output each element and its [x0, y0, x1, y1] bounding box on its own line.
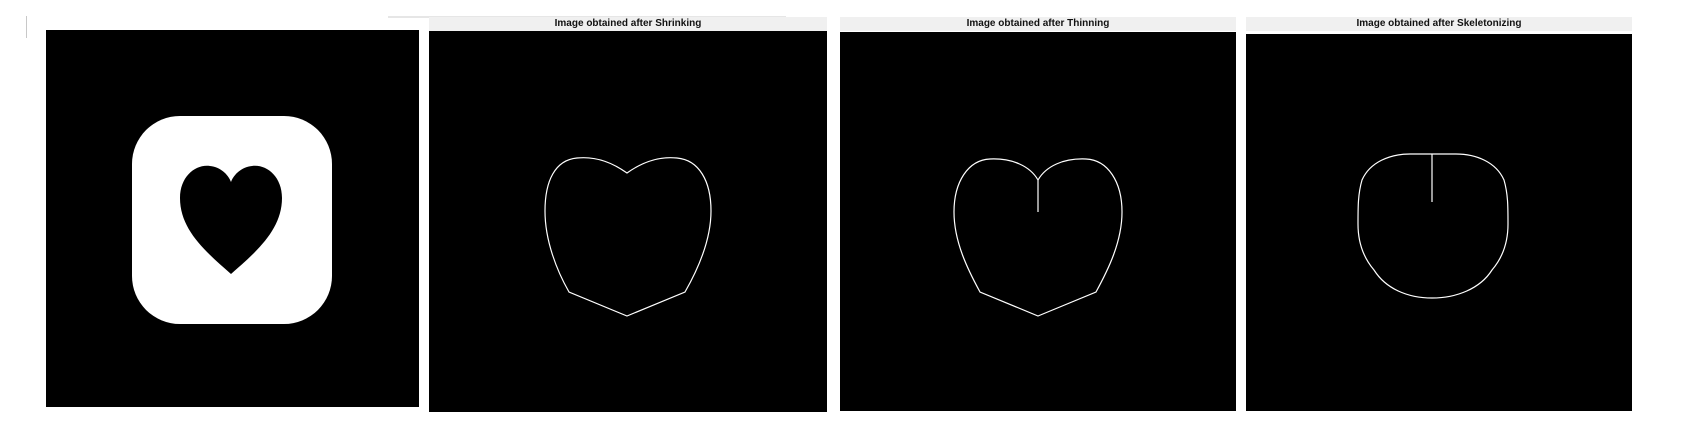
- shrunk-heart-outline: [429, 31, 827, 412]
- panel-title: Image obtained after Thinning: [840, 17, 1236, 31]
- panel-title: Image obtained after Shrinking: [429, 17, 827, 31]
- skeleton-heart-outline: [1246, 34, 1632, 411]
- panel-skeletonizing: Image obtained after Skeletonizing: [1246, 17, 1632, 411]
- original-heart-icon: [46, 30, 419, 407]
- heart-shape: [180, 165, 282, 274]
- thinned-heart-outline: [840, 32, 1236, 411]
- original-image: [46, 30, 419, 407]
- panel-thinning: Image obtained after Thinning: [840, 17, 1236, 411]
- shrinking-image: [429, 31, 827, 412]
- skeletonizing-image: [1246, 34, 1632, 411]
- thinning-image: [840, 32, 1236, 411]
- panel-original: [46, 30, 419, 407]
- panel-title: Image obtained after Skeletonizing: [1246, 17, 1632, 31]
- axis-tick-mark: [26, 16, 27, 38]
- panel-shrinking: Image obtained after Shrinking: [429, 17, 827, 412]
